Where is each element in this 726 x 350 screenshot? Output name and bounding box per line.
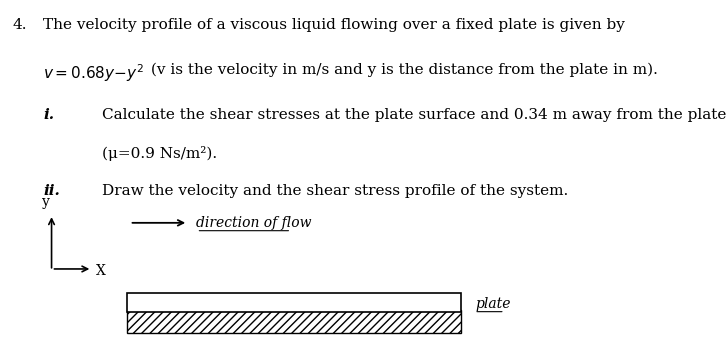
Text: $\bf\it{v{=}0.68y{-}y^2}$: $\bf\it{v{=}0.68y{-}y^2}$ (43, 62, 144, 84)
Text: direction of flow: direction of flow (197, 216, 312, 230)
Text: y: y (42, 195, 50, 209)
Text: i.: i. (43, 108, 54, 122)
Text: ii.: ii. (43, 183, 60, 197)
Bar (127, 293, 461, 312)
Text: (v is the velocity in m/s and y is the distance from the plate in m).: (v is the velocity in m/s and y is the d… (147, 62, 658, 77)
Text: Draw the velocity and the shear stress profile of the system.: Draw the velocity and the shear stress p… (102, 183, 568, 197)
Text: (μ=0.9 Ns/m²).: (μ=0.9 Ns/m²). (102, 146, 217, 161)
Text: 4.: 4. (12, 18, 27, 32)
Text: plate: plate (476, 297, 510, 311)
Text: Calculate the shear stresses at the plate surface and 0.34 m away from the plate: Calculate the shear stresses at the plat… (102, 108, 726, 122)
Text: X: X (96, 264, 106, 278)
Bar (127, 310, 461, 333)
Text: The velocity profile of a viscous liquid flowing over a fixed plate is given by: The velocity profile of a viscous liquid… (43, 18, 625, 32)
